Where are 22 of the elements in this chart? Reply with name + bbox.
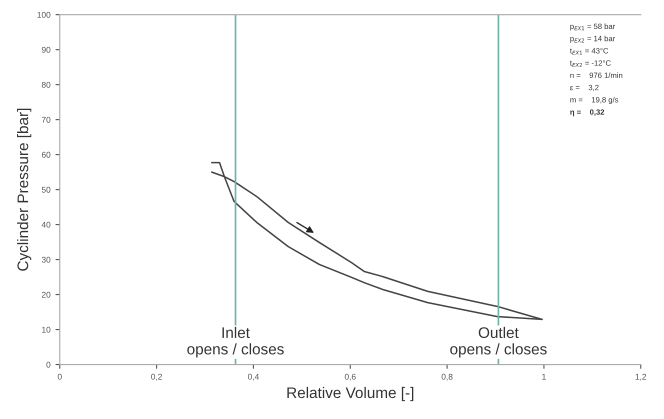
y-tick-label: 0 [46, 362, 50, 368]
y-tick-label: 10 [42, 326, 50, 333]
ref-line-label: Outlet opens / closes [450, 326, 547, 358]
y-tick-label: 70 [42, 116, 50, 123]
x-tick-label: 0,2 [151, 374, 162, 381]
x-tick-label: 0,6 [344, 374, 356, 381]
y-tick-label: 60 [42, 152, 50, 158]
y-axis-title: Cyclinder Pressure [bar] [17, 108, 32, 271]
ref-line-label: Inlet opens / closes [187, 326, 284, 358]
y-tick-label: 40 [42, 222, 50, 228]
x-tick-label: 0 [58, 374, 62, 380]
y-tick-label: 90 [42, 46, 50, 53]
x-tick-label: 0,4 [248, 374, 259, 381]
x-tick-label: 0,8 [442, 374, 453, 381]
y-tick-label: 20 [42, 292, 50, 298]
y-tick-label: 80 [42, 82, 50, 88]
x-tick-label: 1,2 [636, 374, 646, 381]
x-tick-label: 1 [542, 374, 546, 380]
y-tick-label: 50 [42, 186, 50, 193]
x-axis-title: Relative Volume [-] [287, 386, 414, 402]
y-tick-label: 30 [42, 256, 50, 263]
y-tick-label: 100 [37, 12, 50, 18]
